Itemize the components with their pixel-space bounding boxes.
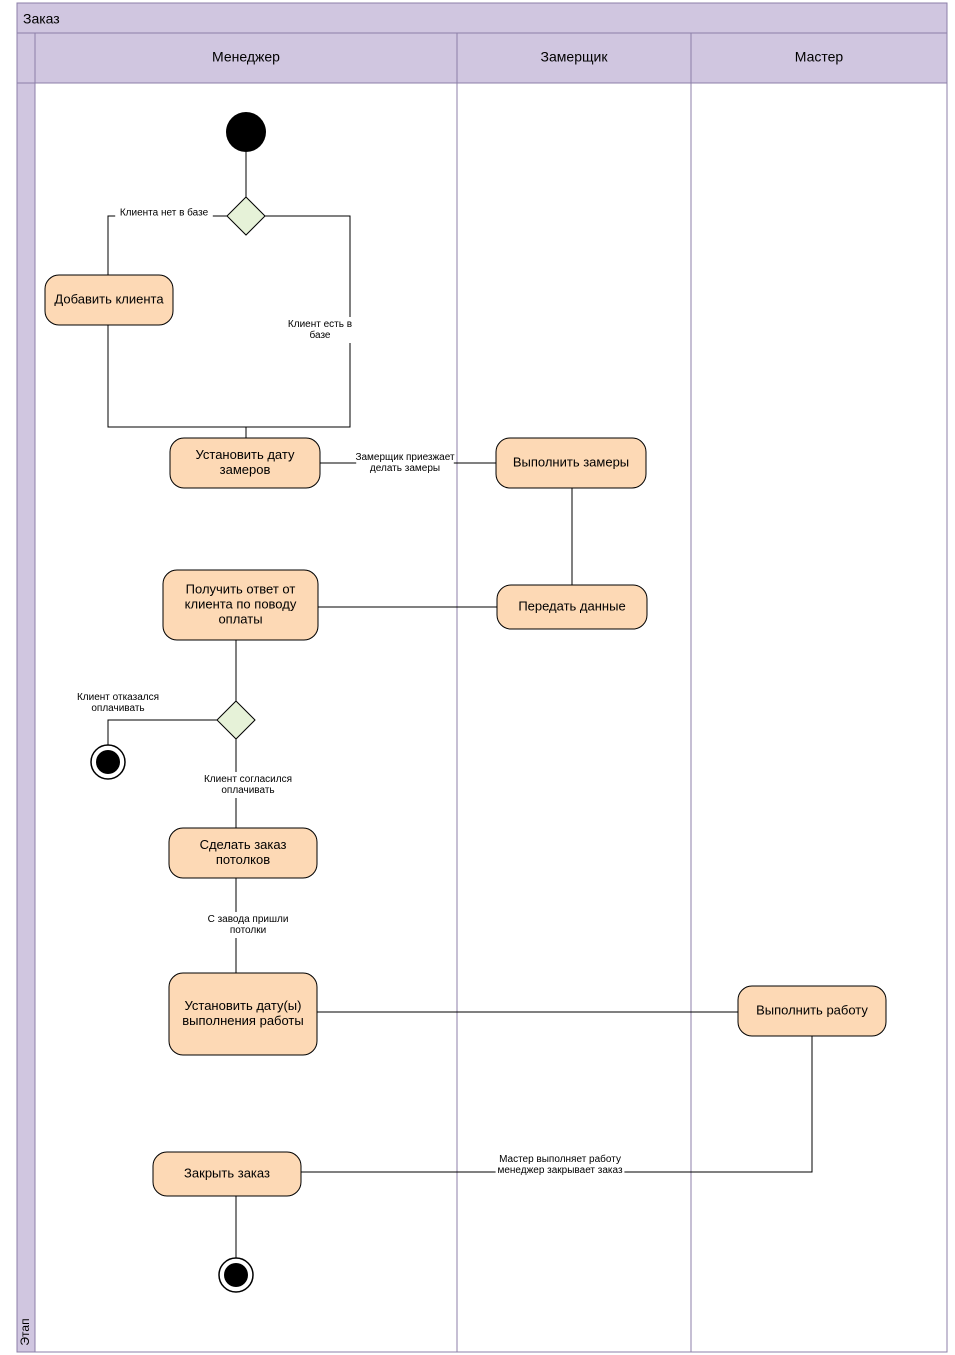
svg-text:Мастер: Мастер	[795, 49, 844, 65]
svg-text:Этап: Этап	[18, 1318, 32, 1345]
svg-text:Сделать заказ: Сделать заказ	[200, 837, 287, 852]
svg-text:Получить ответ от: Получить ответ от	[186, 581, 296, 596]
svg-text:Выполнить работу: Выполнить работу	[756, 1002, 868, 1017]
svg-text:выполнения работы: выполнения работы	[182, 1013, 303, 1028]
svg-text:С завода пришли: С завода пришли	[208, 914, 289, 925]
svg-text:клиента по поводу: клиента по поводу	[185, 596, 297, 611]
svg-text:Заказ: Заказ	[23, 11, 60, 27]
svg-text:Менеджер: Менеджер	[212, 49, 280, 65]
initial-node	[226, 112, 266, 152]
svg-text:оплаты: оплаты	[218, 611, 262, 626]
svg-text:Замерщик приезжает: Замерщик приезжает	[355, 452, 455, 463]
svg-text:Установить дату(ы): Установить дату(ы)	[185, 998, 302, 1013]
svg-text:Замерщик: Замерщик	[541, 49, 609, 65]
svg-text:менеджер закрывает заказ: менеджер закрывает заказ	[497, 1165, 623, 1176]
svg-text:Закрыть заказ: Закрыть заказ	[184, 1165, 270, 1180]
final-node	[96, 750, 120, 774]
svg-text:Установить дату: Установить дату	[196, 447, 295, 462]
svg-text:Мастер выполняет работу: Мастер выполняет работу	[499, 1153, 621, 1165]
svg-text:Клиента нет в базе: Клиента нет в базе	[120, 207, 209, 219]
title-bar	[17, 3, 947, 33]
svg-text:Добавить клиента: Добавить клиента	[54, 291, 164, 306]
svg-text:Передать данные: Передать данные	[518, 598, 625, 613]
svg-text:потолки: потолки	[230, 925, 266, 936]
svg-text:потолков: потолков	[216, 852, 270, 867]
svg-text:оплачивать: оплачивать	[91, 703, 144, 714]
corner-header	[17, 33, 35, 83]
svg-text:делать замеры: делать замеры	[370, 463, 440, 474]
svg-text:Клиент отказался: Клиент отказался	[77, 692, 159, 703]
lane-body	[691, 83, 947, 1352]
svg-text:оплачивать: оплачивать	[221, 785, 274, 796]
svg-text:Клиент согласился: Клиент согласился	[204, 774, 292, 785]
svg-text:Клиент есть в: Клиент есть в	[288, 319, 352, 330]
svg-text:Выполнить замеры: Выполнить замеры	[513, 454, 629, 469]
final-node	[224, 1263, 248, 1287]
svg-text:замеров: замеров	[220, 462, 271, 477]
side-header	[17, 83, 35, 1352]
svg-text:базе: базе	[310, 329, 331, 341]
